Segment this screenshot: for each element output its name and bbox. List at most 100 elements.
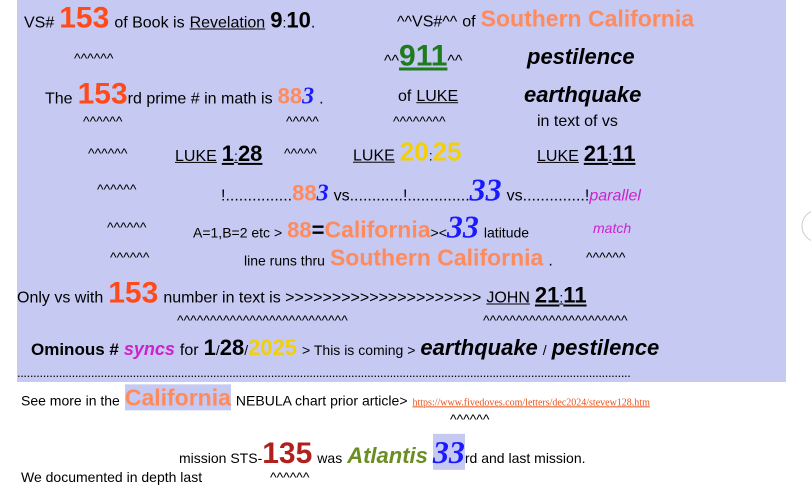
text-line: ^^^^^^ (88, 146, 132, 162)
edge-button (801, 211, 811, 241)
text-segment: of Book is (114, 14, 185, 32)
text-segment: 1 (221, 140, 235, 166)
text-segment: ^^^^^^ (586, 249, 626, 266)
text-segment: earthquake (420, 334, 538, 360)
text-segment: Ominous # (31, 339, 119, 359)
text-segment: latitude (483, 224, 530, 241)
text-segment: ........................................… (17, 365, 631, 381)
text-segment: 88 (287, 217, 312, 243)
text-segment: . (319, 90, 324, 108)
text-line: ^^^^^^^^^^^^^^^^^^^^^^^^^^ (177, 313, 353, 329)
text-segment: 33 (469, 171, 502, 208)
text-segment: ^^^^^ (284, 145, 317, 162)
text-line: Only vs with 153 number in text is >>>>>>>… (17, 276, 592, 310)
text-line: VS# 153 of Book is Revelation 9:10. (24, 1, 320, 35)
text-segment: ^^ (447, 52, 463, 70)
text-segment: 28 (219, 334, 245, 360)
text-segment: vs............!.............. (333, 187, 470, 205)
text-segment: >< (430, 224, 447, 241)
text-segment: ^^^^^^^^ (393, 113, 446, 130)
text-segment: Southern California (329, 244, 544, 271)
text-line: earthquake (524, 81, 646, 107)
text-segment: 21 (583, 140, 609, 166)
text-segment: ^^^^^^^^^^^^^^^^^^^^^^ (483, 312, 628, 329)
text-segment: ^^^^^^^^^^^^^^^^^^^^^^^^^^ (177, 312, 348, 329)
text-line: LUKE 21:11 (537, 140, 640, 166)
text-segment: / (215, 341, 220, 358)
text-line: ^^^^^^ (586, 250, 630, 266)
text-segment: 135 (262, 436, 313, 470)
text-segment: 153 (59, 1, 110, 35)
text-line: ^^^^^^ (83, 114, 127, 130)
text-segment: 153 (108, 276, 159, 310)
text-line: ^^^^^^ (450, 412, 494, 428)
text-segment: parallel (589, 187, 641, 205)
text-segment: 1 (203, 334, 216, 360)
text-segment: California (124, 384, 231, 411)
text-line: ^^^^^ (286, 114, 324, 130)
text-segment: 911 (399, 39, 448, 73)
text-segment: 88 (292, 180, 317, 206)
text-segment: 9 (270, 7, 283, 33)
text-segment: line runs thru (244, 252, 325, 269)
text-line: ^^^^^^ (270, 470, 314, 486)
text-segment: earthquake (524, 81, 642, 107)
text-line: of LUKE (398, 89, 463, 105)
text-segment: mission STS- (179, 449, 263, 466)
text-segment: 11 (612, 140, 636, 166)
text-segment: / (244, 341, 249, 358)
text-segment: A=1,B=2 etc > (193, 224, 283, 241)
text-segment: syncs (123, 338, 175, 359)
text-segment: ^^^^^^ (110, 249, 150, 266)
text-segment: of (398, 88, 412, 106)
text-line: mission STS-135 was Atlantis 33rd and last … (179, 433, 591, 470)
text-segment: ^^VS#^^ (397, 13, 458, 31)
text-segment: 3 (316, 180, 329, 207)
text-segment: The (45, 90, 73, 108)
text-segment: ^^ (384, 52, 400, 70)
text-line: pestilence (527, 43, 640, 69)
text-segment: . (310, 14, 316, 32)
text-line: A=1,B=2 etc >88=California><33 latitude (193, 210, 534, 242)
text-segment: match (593, 220, 632, 237)
text-segment: ^^^^^^ (74, 50, 114, 67)
text-segment: pestilence (527, 43, 635, 69)
text-segment: : (428, 147, 433, 164)
text-segment: 28 (237, 140, 263, 166)
text-segment: : (234, 147, 238, 164)
text-segment: ^^^^^^ (450, 411, 490, 428)
text-line: See more in the California NEBULA chart pr… (21, 384, 655, 411)
text-segment: 20 (399, 136, 429, 167)
text-segment: JOHN (486, 289, 530, 307)
text-segment: LUKE (353, 147, 395, 165)
text-segment: was (317, 449, 343, 466)
text-line: Ominous # syncs for 1/28/2025 > This is comi… (31, 334, 664, 360)
text-segment: rd and last mission. (464, 449, 586, 466)
highlight-band (17, 0, 786, 382)
text-segment: ^^^^^ (286, 113, 319, 130)
text-segment: pestilence (551, 334, 660, 360)
text-segment: ^^^^^^ (83, 113, 123, 130)
text-segment: LUKE (175, 147, 217, 165)
text-line: !...............883 vs............!......… (221, 173, 646, 205)
text-segment: Atlantis (347, 442, 428, 468)
text-segment: 88 (277, 83, 303, 109)
text-segment: Southern California (480, 5, 695, 32)
text-line: ^^^^^^^^ (393, 114, 451, 130)
text-segment: 2025 (248, 334, 298, 360)
text-segment: number in text is >>>>>>>>>>>>>>>>>>>>> (163, 289, 482, 307)
text-line: ^^^^^^ (107, 220, 151, 236)
text-segment: / (542, 341, 547, 358)
text-line: LUKE 20:25 (353, 139, 467, 165)
text-segment: 10 (286, 7, 311, 33)
text-segment: LUKE (416, 88, 459, 106)
text-segment: 33 (446, 208, 479, 245)
text-segment: rd prime # in math is (127, 90, 273, 108)
text-line: The 153rd prime # in math is 883. (45, 79, 329, 110)
text-segment: : (282, 14, 287, 31)
text-segment: of (462, 13, 476, 31)
link[interactable]: https://www.fivedoves.com/letters/dec202… (412, 397, 650, 409)
text-line: line runs thru Southern California. (244, 246, 558, 269)
text-line: match (593, 221, 636, 237)
text-segment: 33 (432, 433, 465, 470)
